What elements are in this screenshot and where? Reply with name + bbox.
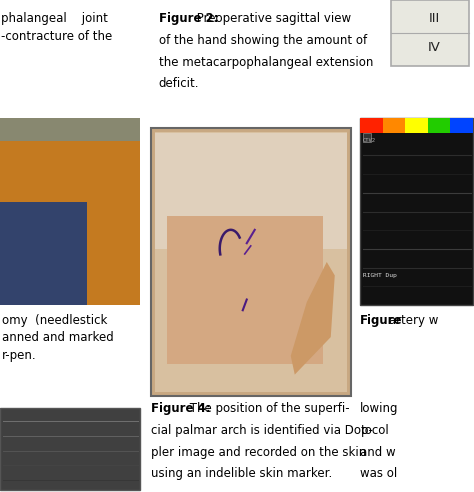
Text: III: III — [428, 12, 440, 25]
Text: lowing: lowing — [360, 402, 399, 415]
Text: CTV2: CTV2 — [363, 138, 375, 143]
Bar — [0, 118, 140, 141]
Bar — [151, 128, 351, 396]
Bar — [0, 408, 140, 490]
Text: cial palmar arch is identified via Dop-: cial palmar arch is identified via Dop- — [151, 424, 373, 437]
Text: was ol: was ol — [360, 467, 398, 480]
Polygon shape — [291, 262, 335, 374]
Bar — [405, 118, 428, 133]
Text: phalangeal    joint
-contracture of the: phalangeal joint -contracture of the — [1, 12, 112, 43]
Text: Figure 4:: Figure 4: — [151, 402, 210, 415]
Bar — [360, 118, 383, 133]
Text: and w: and w — [360, 446, 396, 459]
Text: deficit.: deficit. — [159, 77, 199, 90]
Bar — [155, 132, 347, 392]
Bar — [155, 133, 347, 248]
Bar — [391, 0, 469, 66]
Text: The position of the superfi-: The position of the superfi- — [186, 402, 350, 415]
Text: of the hand showing the amount of: of the hand showing the amount of — [159, 34, 367, 47]
Bar — [383, 118, 405, 133]
Text: tocol: tocol — [360, 424, 389, 437]
Bar — [360, 118, 473, 305]
Text: Figure: Figure — [360, 314, 403, 327]
Bar — [0, 118, 140, 305]
Text: using an indelible skin marker.: using an indelible skin marker. — [151, 467, 332, 480]
Text: Figure 2:: Figure 2: — [159, 12, 219, 25]
Text: pler image and recorded on the skin: pler image and recorded on the skin — [151, 446, 366, 459]
Bar — [167, 216, 323, 364]
Text: artery w: artery w — [385, 314, 438, 327]
Bar — [0, 202, 87, 305]
Text: omy  (needlestick
anned and marked
r-pen.: omy (needlestick anned and marked r-pen. — [2, 314, 114, 362]
Text: Preoperative sagittal view: Preoperative sagittal view — [193, 12, 352, 25]
Text: IV: IV — [428, 41, 440, 54]
Bar — [428, 118, 450, 133]
Bar — [363, 133, 371, 142]
Text: RIGHT Dup: RIGHT Dup — [363, 273, 396, 277]
Text: the metacarpophalangeal extension: the metacarpophalangeal extension — [159, 56, 373, 68]
Bar — [450, 118, 473, 133]
